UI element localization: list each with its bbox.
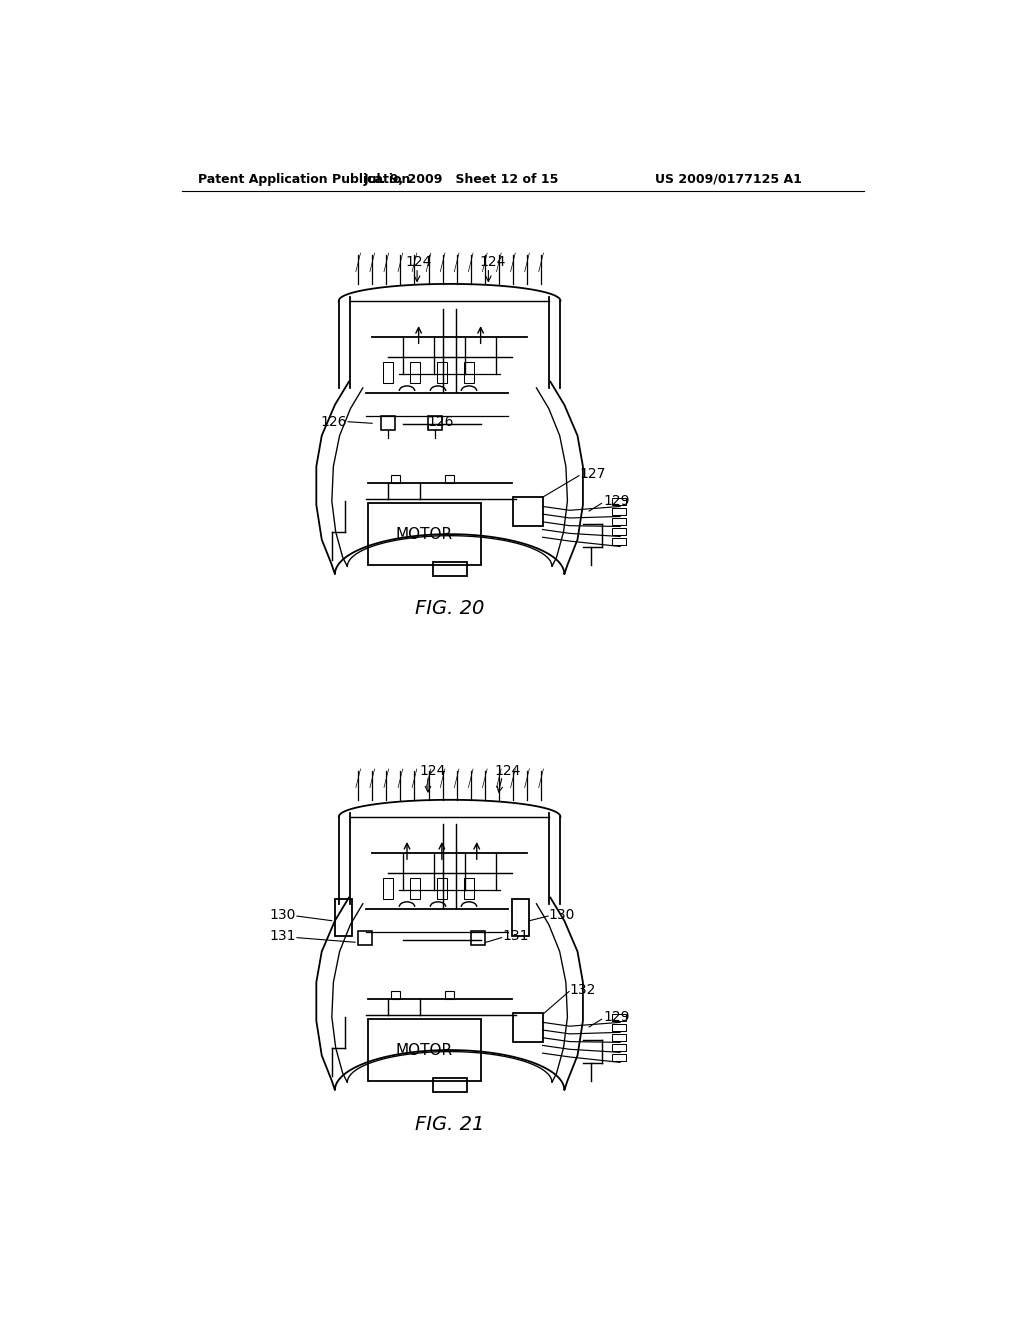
Bar: [612, 508, 627, 515]
Bar: [612, 1053, 627, 1061]
Text: FIG. 20: FIG. 20: [415, 599, 484, 618]
Bar: [612, 539, 627, 545]
Text: Patent Application Publication: Patent Application Publication: [198, 173, 411, 186]
Text: 124: 124: [420, 763, 445, 777]
Text: FIG. 21: FIG. 21: [415, 1115, 484, 1134]
Text: 132: 132: [569, 983, 596, 997]
Bar: [445, 991, 455, 999]
Text: 124: 124: [406, 255, 432, 269]
Text: US 2009/0177125 A1: US 2009/0177125 A1: [655, 173, 802, 186]
Bar: [410, 362, 420, 383]
Text: 131: 131: [503, 929, 528, 942]
Bar: [381, 416, 395, 430]
Bar: [464, 878, 474, 899]
Bar: [410, 878, 420, 899]
Bar: [513, 498, 543, 527]
Text: 129: 129: [603, 1010, 630, 1024]
Text: 126: 126: [321, 414, 347, 429]
Text: 130: 130: [269, 908, 296, 921]
Text: Jul. 9, 2009   Sheet 12 of 15: Jul. 9, 2009 Sheet 12 of 15: [364, 173, 559, 186]
Bar: [612, 1044, 627, 1051]
Bar: [437, 878, 447, 899]
Bar: [432, 1077, 467, 1092]
Bar: [612, 1014, 627, 1020]
Bar: [612, 1024, 627, 1031]
Bar: [383, 878, 393, 899]
Bar: [445, 475, 455, 483]
Text: 129: 129: [603, 494, 630, 508]
Text: MOTOR: MOTOR: [396, 1043, 453, 1057]
Text: 127: 127: [580, 467, 606, 480]
Bar: [358, 931, 372, 945]
Bar: [383, 362, 393, 383]
Text: 124: 124: [479, 255, 506, 269]
Bar: [512, 899, 528, 936]
Text: 131: 131: [269, 929, 296, 942]
Bar: [369, 1019, 480, 1081]
Bar: [428, 416, 442, 430]
Bar: [612, 498, 627, 506]
Bar: [471, 931, 485, 945]
Bar: [612, 1034, 627, 1040]
Bar: [612, 517, 627, 525]
Bar: [432, 562, 467, 576]
Bar: [464, 362, 474, 383]
Bar: [612, 528, 627, 535]
Text: 130: 130: [549, 908, 575, 921]
Text: 124: 124: [495, 763, 521, 777]
Text: MOTOR: MOTOR: [396, 527, 453, 541]
Bar: [513, 1014, 543, 1043]
Bar: [391, 991, 400, 999]
Bar: [335, 899, 352, 936]
Text: 126: 126: [428, 414, 455, 429]
Bar: [437, 362, 447, 383]
Bar: [391, 475, 400, 483]
Bar: [369, 503, 480, 565]
